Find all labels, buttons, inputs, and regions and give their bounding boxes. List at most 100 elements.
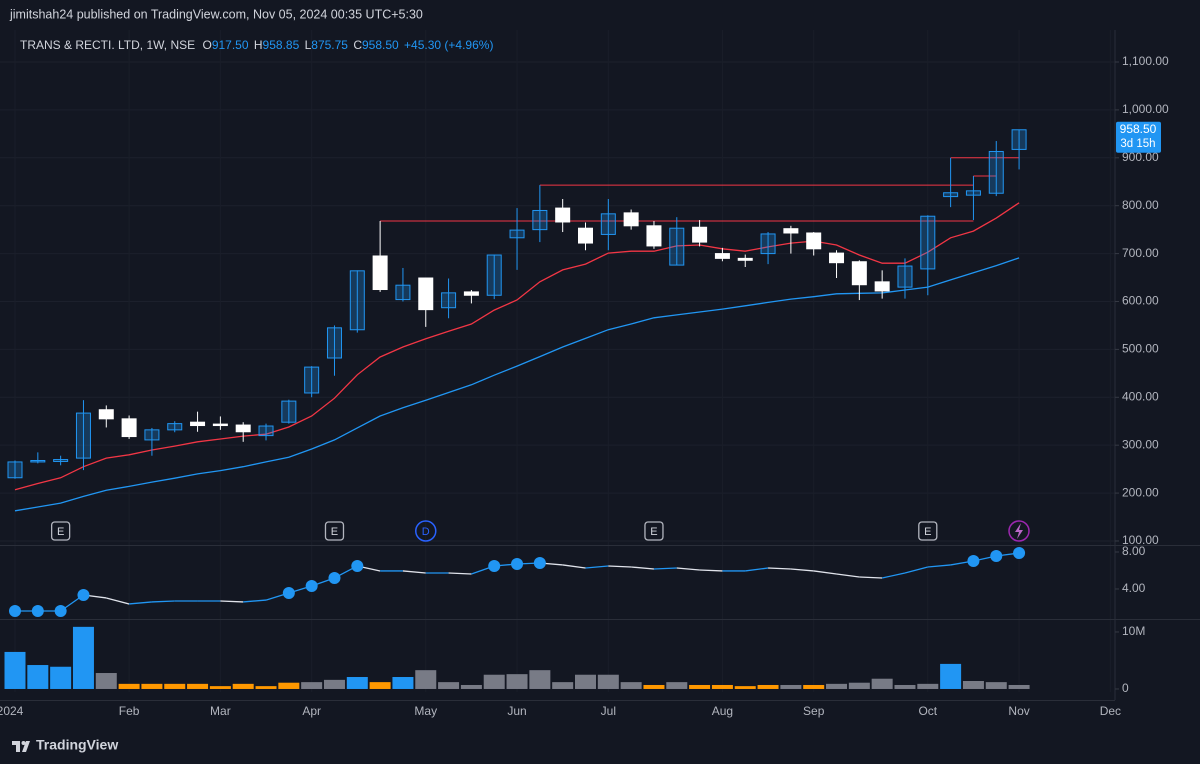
legend-value: 958.85 [263, 38, 300, 52]
indicator-segment [106, 597, 130, 605]
indicator-dot [533, 557, 546, 570]
candle-body [372, 255, 388, 291]
volume-bar [141, 683, 163, 689]
indicator-dot [351, 559, 364, 572]
x-tick-label: Jun [507, 704, 526, 718]
indicator-segment [608, 565, 632, 568]
volume-bar [917, 683, 939, 689]
volume-bar [552, 682, 574, 689]
footer-logo [12, 741, 30, 752]
event-marker [324, 521, 345, 541]
volume-bar [757, 684, 779, 689]
y-tick-label: 1,100.00 [1122, 54, 1169, 68]
event-marker [918, 521, 938, 541]
volume-bar [50, 666, 72, 689]
event-label: D [422, 526, 430, 538]
event-label: E [331, 526, 338, 538]
indicator-segment [585, 565, 609, 569]
volume-bar [301, 682, 323, 689]
volume-bar [894, 684, 916, 689]
y-tick-label: 400.00 [1122, 389, 1159, 403]
x-tick-label: Mar [210, 704, 231, 718]
candle-body [486, 254, 502, 296]
volume-bar [323, 679, 345, 689]
candle-body [692, 226, 708, 243]
candle-body [190, 421, 206, 427]
indicator-segment [631, 566, 655, 570]
volume-bar [940, 663, 962, 689]
footer-brand: TradingView [36, 737, 118, 753]
volume-bar [255, 686, 277, 689]
y-tick-label: 1,000.00 [1122, 102, 1169, 116]
volume-bar [871, 678, 893, 689]
candle-body [623, 212, 639, 227]
logo-dot [21, 741, 26, 745]
indicator-dot [77, 588, 90, 601]
volume-bar [95, 673, 117, 689]
volume-bar [985, 682, 1007, 689]
volume-bar [164, 683, 186, 689]
candle-body [7, 461, 23, 479]
candle-body [463, 291, 479, 296]
icon-circle [1008, 520, 1030, 542]
candle-body [760, 233, 776, 255]
candle-body [646, 225, 662, 247]
candle-body [304, 366, 320, 394]
volume-bar [711, 684, 733, 689]
y-tick-label: 300.00 [1122, 437, 1159, 451]
indicator-dot [54, 604, 67, 617]
indicator-segment [813, 570, 837, 575]
event-label: E [650, 526, 657, 538]
volume-bar [1008, 684, 1030, 689]
candle-body [418, 277, 434, 311]
indicator-dot [1013, 547, 1026, 560]
candle-body [144, 429, 160, 441]
candle-body [258, 425, 274, 437]
candle-body [600, 213, 616, 235]
legend-change: +45.30 (+4.96%) [404, 38, 493, 52]
indicator-dot [9, 604, 21, 617]
icon-bolt [1015, 523, 1023, 539]
y-tick-label: 8.00 [1122, 544, 1146, 558]
indicator-segment [402, 570, 426, 574]
y-tick-label: 200.00 [1122, 485, 1159, 499]
candle-body [53, 459, 69, 462]
candle-body [1011, 129, 1027, 150]
legend-value: 917.50 [212, 38, 249, 52]
x-tick-label: Jul [601, 704, 616, 718]
indicator-segment [129, 601, 152, 605]
indicator-segment [882, 572, 906, 579]
legend-value: 875.75 [311, 38, 348, 52]
candle-body [75, 412, 91, 459]
candle-body [669, 227, 685, 266]
indicator-dot [488, 559, 501, 572]
volume-bar [460, 684, 482, 689]
candle-body [851, 261, 867, 286]
x-tick-label: 2024 [0, 704, 24, 718]
volume-bar [643, 684, 665, 689]
indicator-segment [151, 600, 175, 603]
candle-body [943, 192, 959, 198]
indicator-segment [448, 572, 472, 575]
x-tick-label: May [414, 704, 437, 718]
legend: TRANS & RECTI. LTD, 1W, NSE O917.50 H958… [20, 38, 493, 52]
volume-bar [666, 682, 688, 689]
volume-bar [529, 670, 551, 689]
indicator-segment [836, 573, 860, 578]
indicator-segment [927, 564, 951, 568]
candle-body [349, 270, 365, 331]
candle-body [829, 252, 845, 264]
x-tick-label: Sep [803, 704, 825, 718]
volume-bar [848, 682, 870, 689]
candle-body [920, 215, 936, 270]
volume-bar [415, 670, 437, 689]
candle-body [98, 409, 114, 420]
legend-value: 958.50 [362, 38, 399, 52]
symbol: TRANS & RECTI. LTD, 1W, NSE [20, 38, 195, 52]
y-tick-label: 0 [1122, 681, 1129, 695]
indicator-segment [243, 599, 267, 603]
indicator-dot [328, 571, 341, 584]
legend-key: O [202, 38, 211, 52]
y-tick-label: 4.00 [1122, 581, 1146, 595]
